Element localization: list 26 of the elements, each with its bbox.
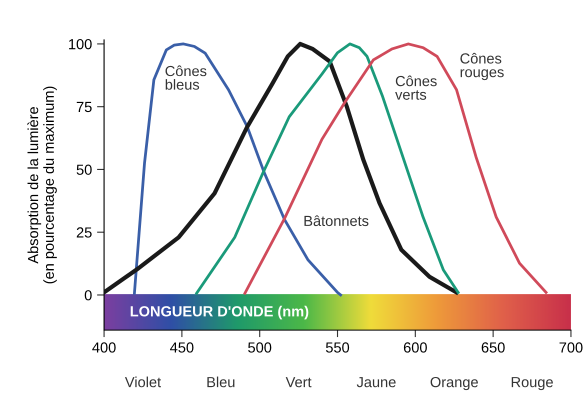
- y-tick-label: 100: [69, 39, 92, 50]
- x-tick-label: 600: [404, 342, 427, 353]
- y-axis-title: Absorption de la lumière (en pourcentage du maximum): [27, 86, 57, 284]
- series-label: Cônes bleus: [166, 65, 206, 90]
- y-tick-label: 75: [76, 102, 92, 112]
- series-label: Cônes verts: [395, 75, 437, 100]
- y-tick-label: 25: [76, 227, 92, 238]
- y-tick-label: 50: [76, 164, 92, 175]
- text: Jaune: [356, 377, 396, 388]
- series-label: Cônes rouges: [460, 52, 504, 80]
- text: Violet: [124, 376, 161, 388]
- x-tick-label: 650: [482, 342, 505, 353]
- text: Bleu: [207, 376, 234, 388]
- text: Vert: [286, 377, 312, 388]
- x-tick-label: 400: [92, 342, 116, 353]
- text: Orange: [430, 376, 478, 390]
- text: Rouge: [512, 377, 553, 390]
- x-tick-label: 500: [248, 342, 272, 353]
- series-label: Bâtonnets: [304, 215, 368, 226]
- line-series: [244, 42, 548, 295]
- x-tick-label: 700: [560, 342, 583, 353]
- x-axis-title: LONGUEUR D'ONDE (nm): [130, 306, 308, 320]
- x-tick-label: 450: [170, 342, 194, 353]
- line-series: [104, 42, 459, 295]
- x-tick-label: 550: [326, 342, 350, 353]
- y-tick-label: 0: [84, 290, 92, 300]
